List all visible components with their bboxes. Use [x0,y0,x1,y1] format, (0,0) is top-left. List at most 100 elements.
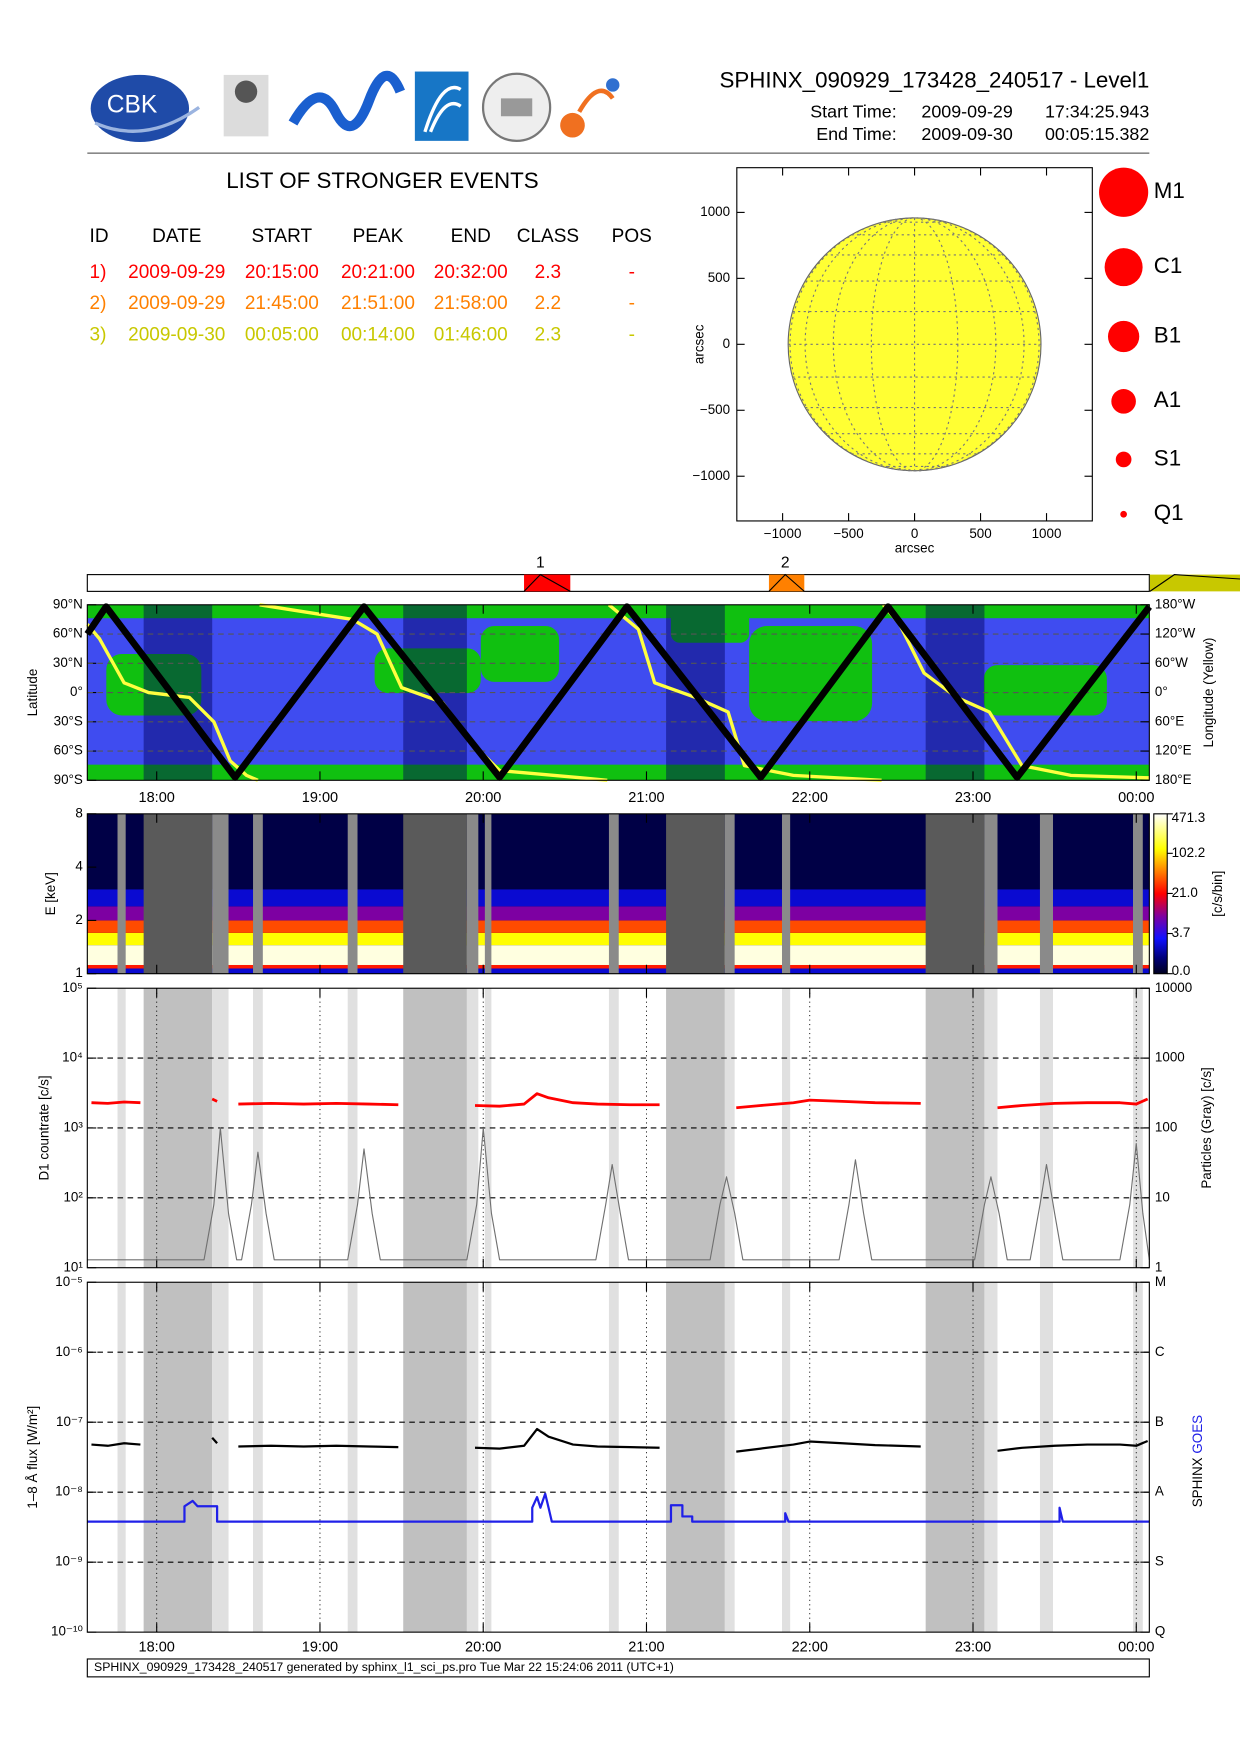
axis-label: [c/s/bin] [1210,871,1225,917]
event-cell: 20:15:00 [245,262,319,283]
y-tick-label: 10⁻⁸ [55,1484,83,1499]
colorbar [1153,813,1168,975]
y-tick-label: 10⁻⁹ [55,1554,83,1569]
y-tick-label: S [1155,1554,1164,1569]
logo-globe [606,78,620,92]
y-tick-label: 100 [1155,1120,1177,1135]
legend-label: SPHINX [1190,1457,1205,1507]
axis-label: Latitude [25,669,40,717]
event-span [524,574,571,592]
series-line [87,1492,1150,1523]
event-cell: 00:05:00 [245,324,319,345]
column-header: ID [90,226,109,247]
colorbar-tick-label: 102.2 [1172,845,1206,860]
event-cell: 2009-09-29 [128,262,225,283]
gap-light [253,1282,263,1633]
y-tick-label: 90°N [53,596,83,611]
gap-light [117,1282,126,1633]
x-tick-label: −1000 [764,526,802,541]
class-symbol [1111,389,1136,414]
x-tick-label: 500 [969,526,991,541]
map-patch [480,626,560,682]
gap-dark [925,1282,985,1633]
class-symbol [1099,167,1149,217]
event-profile [1149,574,1240,592]
y-tick-label: 1000 [700,204,730,219]
column-header: POS [612,226,652,247]
colorbar-tick-label: 21.0 [1172,885,1198,900]
event-cell: 20:32:00 [434,262,508,283]
y-tick-label: −500 [700,402,730,417]
x-tick-label: 18:00 [139,790,175,806]
event-cell: - [629,324,635,345]
gap-light [484,813,492,974]
event-cell: 2009-09-29 [128,293,225,314]
gap-light [212,1282,229,1633]
series-line [87,1127,1150,1261]
class-label: C1 [1154,253,1183,278]
event-cell: 01:46:00 [434,324,508,345]
gap-light [724,988,735,1268]
series-line [84,603,1152,781]
event-bar [86,574,1150,592]
footer-box [86,1658,1150,1678]
class-label: A1 [1154,387,1181,412]
y-tick-label: 10⁻⁷ [56,1414,83,1429]
logo-text: CBK [107,92,158,119]
logo-mipan [288,70,405,132]
logo-sun [560,112,585,138]
x-tick-label: −500 [833,526,863,541]
y-tick-label: 10⁻⁵ [55,1274,83,1289]
event-span [1149,574,1240,592]
gap-light [608,1282,619,1633]
gap-dark [666,813,725,974]
gap-light [1133,1282,1143,1633]
gap-light [484,988,492,1268]
y-tick-label: 90°S [54,772,83,787]
y-axis-label: arcsec [691,324,706,364]
map-band [87,764,1150,781]
logo-sun-arc [577,88,615,113]
logos: CBK [90,70,620,142]
gap-dark [403,813,467,974]
gap-light [466,813,479,974]
y-tick-label: C [1155,1344,1165,1359]
event-span [768,574,805,592]
y-tick-label: 2 [75,912,82,927]
axis-label: Longitude (Yellow) [1201,638,1216,748]
end-time: 00:05:15.382 [1045,124,1149,144]
logo-portrait-head [234,80,258,103]
x-tick-label: 00:00 [1118,790,1154,806]
event-cell: 2.2 [535,293,561,314]
class-label: S1 [1154,445,1181,470]
x-tick-label: 19:00 [302,1640,338,1656]
plot-frame [86,813,1150,975]
class-symbol [1104,248,1143,287]
event-cell: 20:21:00 [341,262,415,283]
y-tick-label: 10⁵ [62,980,82,995]
legend-label: GOES [1190,1415,1205,1454]
logo-seal-building [500,98,533,117]
class-label: Q1 [1154,500,1184,525]
x-tick-label: 22:00 [792,1640,828,1656]
event-marker: 2 [781,555,790,572]
y-tick-label: Q [1155,1624,1165,1639]
gap-light [1039,1282,1054,1633]
gap-light [347,1282,358,1633]
x-tick-label: 21:00 [628,790,664,806]
x-tick-label: 21:00 [628,1640,664,1656]
gap-light [253,988,263,1268]
gap-dark [666,1282,725,1633]
event-cell: 3) [90,324,107,345]
class-label: B1 [1154,322,1181,347]
y-tick-label: 0° [70,684,83,699]
y-tick-label: 10² [63,1189,83,1204]
gap-dark [403,1282,467,1633]
gap-light [781,813,791,974]
gap-dark [143,813,213,974]
event-cell: 21:51:00 [341,293,415,314]
gap-light [347,813,358,974]
x-tick-label: 23:00 [955,790,991,806]
event-cell: 1) [90,262,107,283]
